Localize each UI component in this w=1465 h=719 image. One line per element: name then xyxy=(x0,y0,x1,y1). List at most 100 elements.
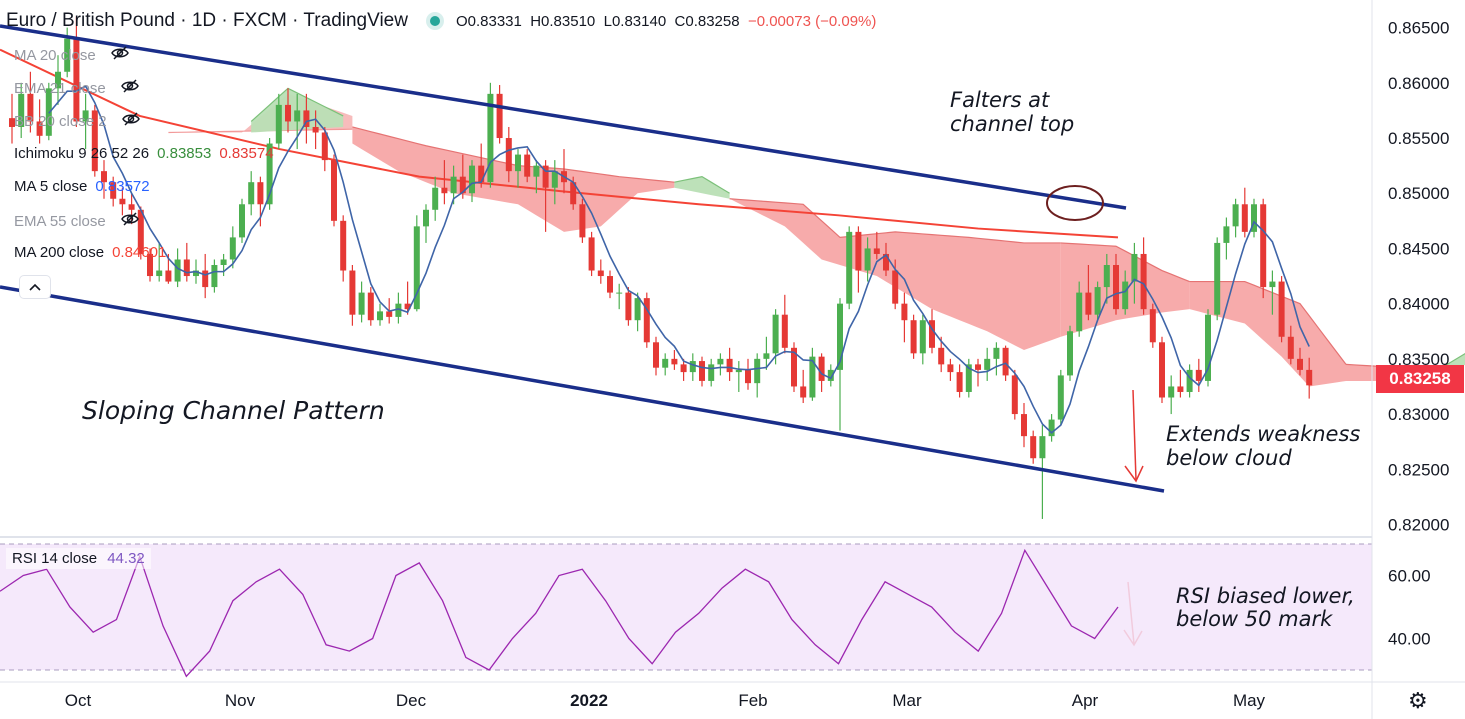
candle-body xyxy=(229,237,236,260)
change-value: −0.00073 (−0.09%) xyxy=(747,12,877,30)
candle-body xyxy=(1223,226,1230,243)
eye-crossed-icon[interactable] xyxy=(120,78,140,98)
candle-body xyxy=(220,259,227,265)
candle-body xyxy=(101,171,107,183)
candle-body xyxy=(1140,253,1147,310)
legend-ema21[interactable]: EMA 21 close xyxy=(14,78,140,98)
legend-label: BB 20 close 2 xyxy=(14,112,107,130)
candle-body xyxy=(294,110,301,122)
down-arrow-shaft xyxy=(1132,389,1137,481)
eye-crossed-icon[interactable] xyxy=(121,111,141,131)
candle-body xyxy=(358,292,365,315)
candle-body xyxy=(211,265,218,288)
candle-body xyxy=(754,358,761,384)
candle-body xyxy=(846,231,853,304)
time-axis: Oct Nov Dec 2022 Feb Mar Apr May xyxy=(65,691,1266,710)
legend-ichimoku[interactable]: Ichimoku 9 26 52 26 0.83853 0.83574 xyxy=(14,145,274,162)
candle-body xyxy=(367,292,374,321)
eye-crossed-icon[interactable] xyxy=(120,211,140,231)
price-tick-label: 0.86000 xyxy=(1388,74,1449,93)
candle-body xyxy=(441,187,448,194)
candle-body xyxy=(64,38,71,72)
candle-body xyxy=(18,93,25,127)
legend-bb[interactable]: BB 20 close 2 xyxy=(14,111,141,131)
candle-body xyxy=(883,253,889,271)
legend-ma5[interactable]: MA 5 close 0.83572 xyxy=(14,178,150,195)
candle-body xyxy=(975,364,981,370)
symbol-title[interactable]: Euro / British Pound · 1D · FXCM · Tradi… xyxy=(6,10,408,31)
candle-body xyxy=(1205,314,1211,381)
high-value: H0.83510 xyxy=(530,12,596,30)
candle-body xyxy=(938,347,945,365)
chevron-up-icon xyxy=(29,283,41,291)
candle-body xyxy=(1122,281,1129,310)
candle-body xyxy=(524,154,531,177)
cloud-segment-edge xyxy=(674,176,730,194)
open-value: O0.83331 xyxy=(455,12,522,30)
time-tick-label: 2022 xyxy=(570,691,608,710)
eye-crossed-icon[interactable] xyxy=(110,45,130,65)
candle-body xyxy=(653,342,659,368)
candle-body xyxy=(469,165,475,194)
candle-body xyxy=(1306,369,1313,386)
price-tick-label: 0.82500 xyxy=(1388,460,1449,479)
annotation-line: RSI biased lower, xyxy=(1176,584,1355,608)
candle-body xyxy=(570,182,577,205)
annotation-line: Sloping Channel Pattern xyxy=(82,396,385,425)
candles xyxy=(9,16,1313,519)
candle-body xyxy=(27,93,34,122)
annotation-extends: Extends weakness below cloud xyxy=(1166,422,1360,470)
candle-body xyxy=(993,347,1000,359)
legend-ema55[interactable]: EMA 55 close xyxy=(14,211,140,231)
candle-body xyxy=(459,176,466,194)
ohlc-values: O0.83331 H0.83510 L0.83140 C0.83258 −0.0… xyxy=(456,13,876,30)
candle-body xyxy=(1002,347,1009,376)
candle-body xyxy=(1149,309,1156,343)
candle-body xyxy=(919,320,926,354)
candle-body xyxy=(735,369,742,373)
time-tick-label: Nov xyxy=(225,691,256,710)
channel-upper-line xyxy=(0,24,1127,210)
candle-body xyxy=(55,71,61,89)
legend-ma20[interactable]: MA 20 close xyxy=(14,45,130,65)
candle-body xyxy=(965,364,972,392)
candle-body xyxy=(1260,204,1267,288)
candle-body xyxy=(680,364,687,373)
rsi-value: 44.32 xyxy=(107,550,145,567)
collapse-legend-button[interactable] xyxy=(20,276,50,298)
candle-body xyxy=(193,270,199,277)
candle-body xyxy=(73,38,80,122)
candle-body xyxy=(1195,369,1202,381)
rsi-band xyxy=(0,544,1372,670)
rsi-legend[interactable]: RSI 14 close 44.32 xyxy=(6,548,151,569)
ma200-value: 0.84601 xyxy=(112,244,167,261)
candle-body xyxy=(726,358,733,373)
price-tick-label: 0.84000 xyxy=(1388,295,1449,314)
candle-body xyxy=(128,204,135,210)
time-tick-label: Feb xyxy=(738,691,767,710)
candle-body xyxy=(478,165,485,183)
down-arrow-head xyxy=(1124,465,1144,483)
candle-body xyxy=(1048,419,1055,437)
legend-ma200[interactable]: MA 200 close 0.84601 xyxy=(14,244,166,261)
candle-body xyxy=(395,303,402,317)
price-tick-label: 0.83000 xyxy=(1388,405,1449,424)
candle-body xyxy=(248,182,255,205)
candle-body xyxy=(285,104,291,122)
candle-body xyxy=(929,320,935,348)
candle-body xyxy=(165,270,172,282)
candle-body xyxy=(855,231,862,271)
market-status-dot xyxy=(429,16,440,26)
candle-body xyxy=(781,314,788,348)
candle-body xyxy=(947,364,954,373)
candle-body xyxy=(36,121,43,136)
candle-body xyxy=(423,209,429,227)
gear-icon[interactable]: ⚙ xyxy=(1408,688,1428,713)
candle-body xyxy=(404,303,411,310)
legend-label: Ichimoku 9 26 52 26 xyxy=(14,145,150,162)
candle-body xyxy=(1251,204,1257,232)
cloud-segment-edge xyxy=(352,126,675,183)
candle-body xyxy=(377,311,383,321)
